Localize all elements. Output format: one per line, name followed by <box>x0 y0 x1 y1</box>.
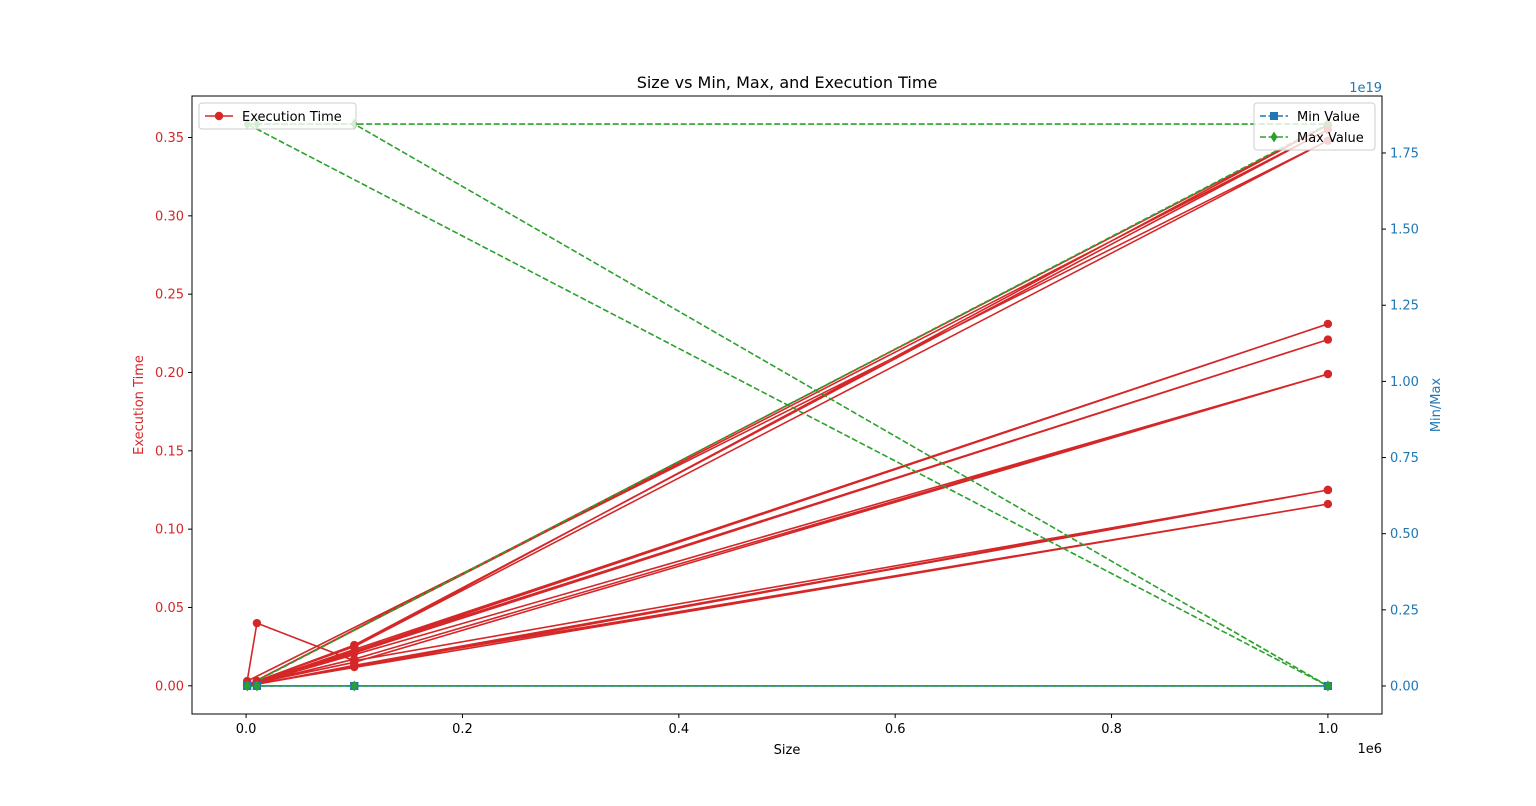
execution-time-point <box>1323 335 1333 344</box>
execution-time-point <box>350 642 359 651</box>
execution-time-point <box>252 618 262 628</box>
x-tick-label: 1.0 <box>1318 722 1339 737</box>
y-left-tick-label: 0.15 <box>155 444 184 459</box>
legend-box <box>198 102 357 130</box>
x-tick-label: 0.4 <box>668 722 689 737</box>
execution-time-point <box>1323 319 1333 329</box>
x-tick-label: 0.8 <box>1101 722 1122 737</box>
y-right-tick-label: 1.50 <box>1390 223 1419 238</box>
y-right-tick-label: 0.00 <box>1390 679 1419 694</box>
max-value-point <box>1324 680 1332 692</box>
x-tick-label: 0.2 <box>452 722 473 737</box>
y-left-tick-label: 0.30 <box>155 209 184 224</box>
execution-time-point <box>1323 369 1333 379</box>
legend-label: Min Value <box>1297 110 1360 125</box>
y-left-tick-label: 0.10 <box>155 523 184 538</box>
legend-label: Max Value <box>1297 131 1364 146</box>
max-value-point <box>350 680 358 692</box>
max-value-point <box>253 680 261 692</box>
y-left-tick-label: 0.20 <box>155 366 184 381</box>
y-right-axis-label: Min/Max <box>1429 378 1444 433</box>
x-tick-label: 0.6 <box>885 722 906 737</box>
execution-time-point <box>350 656 359 665</box>
chart-title: Size vs Min, Max, and Execution Time <box>637 73 938 92</box>
legend-marker <box>214 111 224 121</box>
plot-frame <box>191 95 1383 715</box>
y-left-tick-label: 0.25 <box>155 288 184 303</box>
y-right-tick-label: 1.00 <box>1390 375 1419 390</box>
legend-box <box>1253 102 1376 151</box>
legend-marker <box>1270 112 1278 120</box>
y-right-tick-label: 1.75 <box>1390 146 1419 161</box>
execution-time-point <box>1323 485 1333 495</box>
y-right-tick-label: 0.75 <box>1390 451 1419 466</box>
y-left-tick-label: 0.35 <box>155 131 184 146</box>
y-right-tick-label: 0.25 <box>1390 603 1419 618</box>
y-left-axis-label: Execution Time <box>132 355 147 455</box>
y-left-tick-label: 0.05 <box>155 601 184 616</box>
x-tick-label: 0.0 <box>236 722 257 737</box>
x-offset-label: 1e6 <box>1357 742 1382 757</box>
execution-time-point <box>1323 499 1333 509</box>
y-right-tick-label: 0.50 <box>1390 527 1419 542</box>
legend-marker <box>1270 131 1278 143</box>
max-value-point <box>243 680 251 692</box>
legend-right: Min Value Max Value <box>1253 102 1376 151</box>
x-axis-label: Size <box>774 743 801 758</box>
y-left-tick-label: 0.00 <box>155 679 184 694</box>
legend-left: Execution Time <box>198 102 357 130</box>
legend-label: Execution Time <box>242 110 342 125</box>
y-right-tick-label: 1.25 <box>1390 299 1419 314</box>
y-right-offset-label: 1e19 <box>1349 81 1382 96</box>
